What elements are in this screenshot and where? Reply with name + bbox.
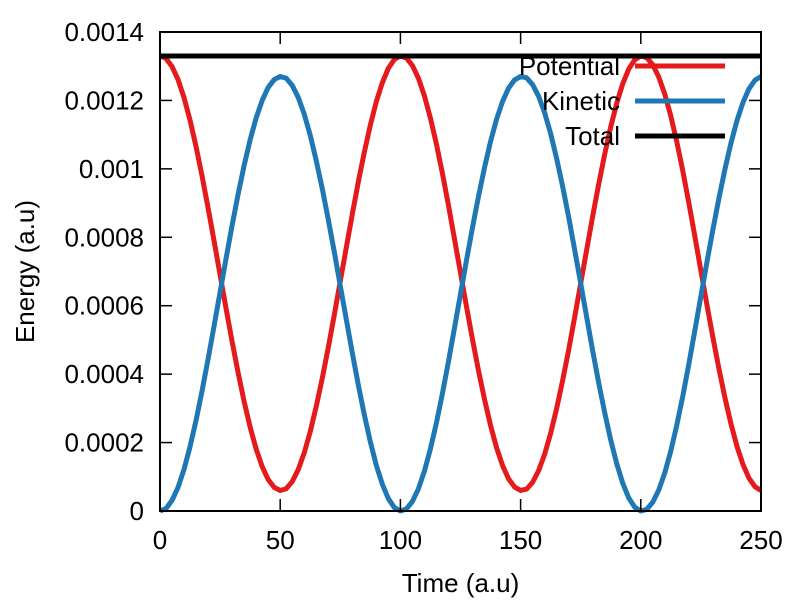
y-tick-label: 0.0014 [64,17,144,47]
y-tick-label: 0.0002 [64,428,144,458]
legend-label-total: Total [565,121,620,151]
x-tick-label: 150 [499,525,542,555]
plot-frame [159,31,762,512]
y-tick-label: 0.0004 [64,359,144,389]
series-layer [160,53,761,514]
x-tick-label: 50 [266,525,295,555]
series-line-potential [160,53,761,493]
legend-label-potential: Potential [519,51,620,81]
x-tick-label: 250 [739,525,782,555]
y-tick-label: 0 [130,496,144,526]
y-tick-label: 0.0008 [64,222,144,252]
x-tick-label: 200 [619,525,662,555]
series-line-kinetic [160,73,761,514]
ticks-layer: 0 50 100 150 200 250 0 0.0002 0.0004 0.0006 0.0008… [64,17,782,555]
y-tick-label: 0.001 [79,154,144,184]
legend-label-kinetic: Kinetic [542,86,620,116]
x-axis-title: Time (a.u) [402,568,520,598]
y-tick-label: 0.0012 [64,85,144,115]
y-axis-title: Energy (a.u) [10,200,40,343]
y-tick-label: 0.0006 [64,291,144,321]
x-tick-label: 100 [379,525,422,555]
legend: Potential Kinetic Total [519,51,725,151]
x-tick-label: 0 [153,525,167,555]
